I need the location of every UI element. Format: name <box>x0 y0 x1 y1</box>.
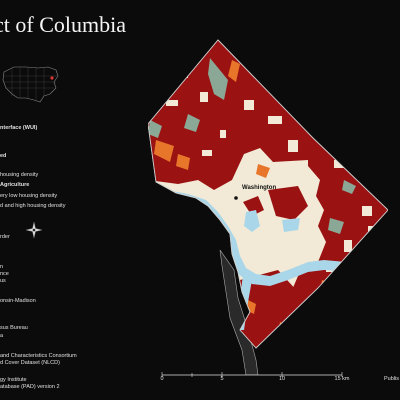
scale-label-5: 5 <box>220 376 224 382</box>
scale-label-15: 15 km <box>334 376 350 382</box>
legend-item-4: ery low housing density <box>0 193 58 199</box>
credit-line: and Characteristics Consortium <box>0 353 77 359</box>
credit-line: sus Bureau <box>0 325 28 331</box>
credit-line: gy Institute <box>0 377 27 383</box>
map-title: ct of Columbia <box>0 12 126 37</box>
scale-label-0: 0 <box>160 376 164 382</box>
legend-item-3: housing density <box>0 172 39 178</box>
washington-marker <box>234 196 238 200</box>
legend-item-5: d and high housing density <box>0 203 66 209</box>
dc-wui-map <box>148 39 388 375</box>
us-locator-inset <box>2 66 59 103</box>
legend-heading-2: Agriculture <box>0 182 30 188</box>
credit-line: d Cover Dataset (NLCD) <box>0 360 60 366</box>
credit-line: us <box>0 278 6 284</box>
scale-label-10: 10 <box>278 376 286 382</box>
compass-rose-icon <box>26 222 42 238</box>
credit-line: atabase (PAD) version 2 <box>0 384 60 390</box>
publisher-credit: Publis <box>384 376 399 382</box>
credit-line: nce <box>0 271 9 277</box>
credit-line: onsin-Madison <box>0 298 36 304</box>
legend-item-6: rder <box>0 234 10 240</box>
scale-bar: 0 5 10 15 km <box>158 372 358 394</box>
legend-item-1: ed <box>0 153 7 159</box>
legend-heading: nterface (WUI) <box>0 125 38 131</box>
credit-line: a <box>0 333 4 339</box>
city-label-washington: Washington <box>242 185 277 191</box>
credit-line: n <box>0 264 4 270</box>
